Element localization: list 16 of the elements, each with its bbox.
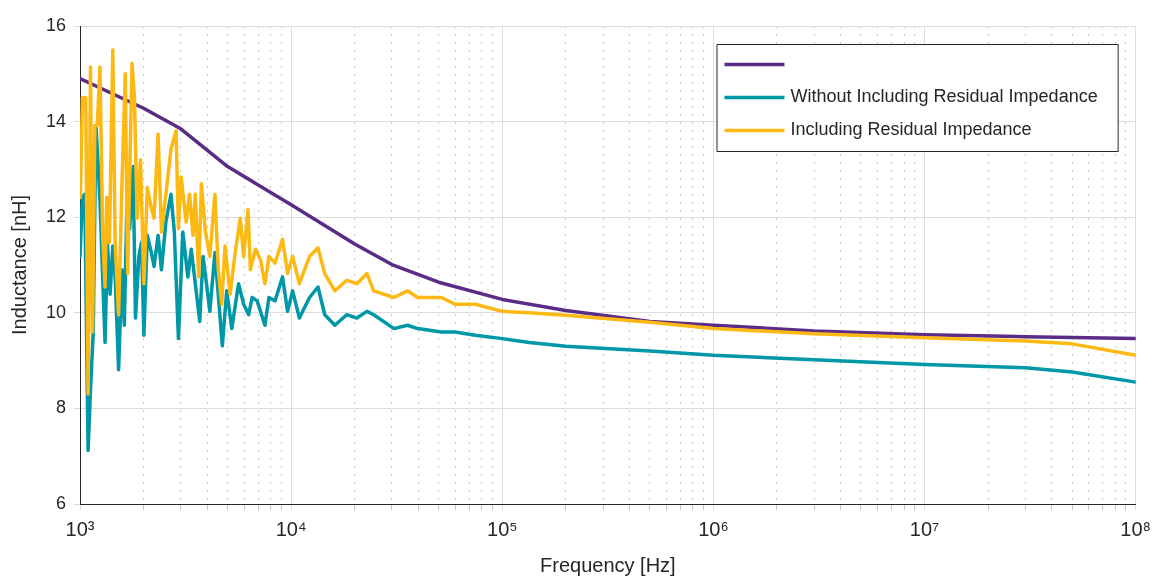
x-tick-label: 10⁷	[909, 517, 940, 540]
legend-label: Including Residual Impedance	[790, 119, 1032, 140]
x-tick-label: 10⁶	[698, 517, 729, 540]
y-tick-label: 14	[45, 110, 67, 131]
x-axis-title: Frequency [Hz]	[540, 553, 676, 576]
y-tick-label: 12	[45, 206, 67, 227]
x-tick-label: 10⁴	[275, 517, 307, 540]
x-tick-label: 10³	[65, 517, 95, 540]
y-tick-label: 16	[45, 14, 67, 35]
x-tick-label: 10⁸	[1120, 517, 1151, 540]
x-tick-label: 10⁵	[487, 517, 518, 540]
y-tick-label: 6	[56, 492, 67, 513]
legend-label: Without Including Residual Impedance	[790, 86, 1098, 107]
y-tick-label: 10	[45, 301, 67, 322]
y-axis-title: Inductance [nH]	[7, 194, 30, 336]
y-tick-label: 8	[56, 397, 67, 418]
